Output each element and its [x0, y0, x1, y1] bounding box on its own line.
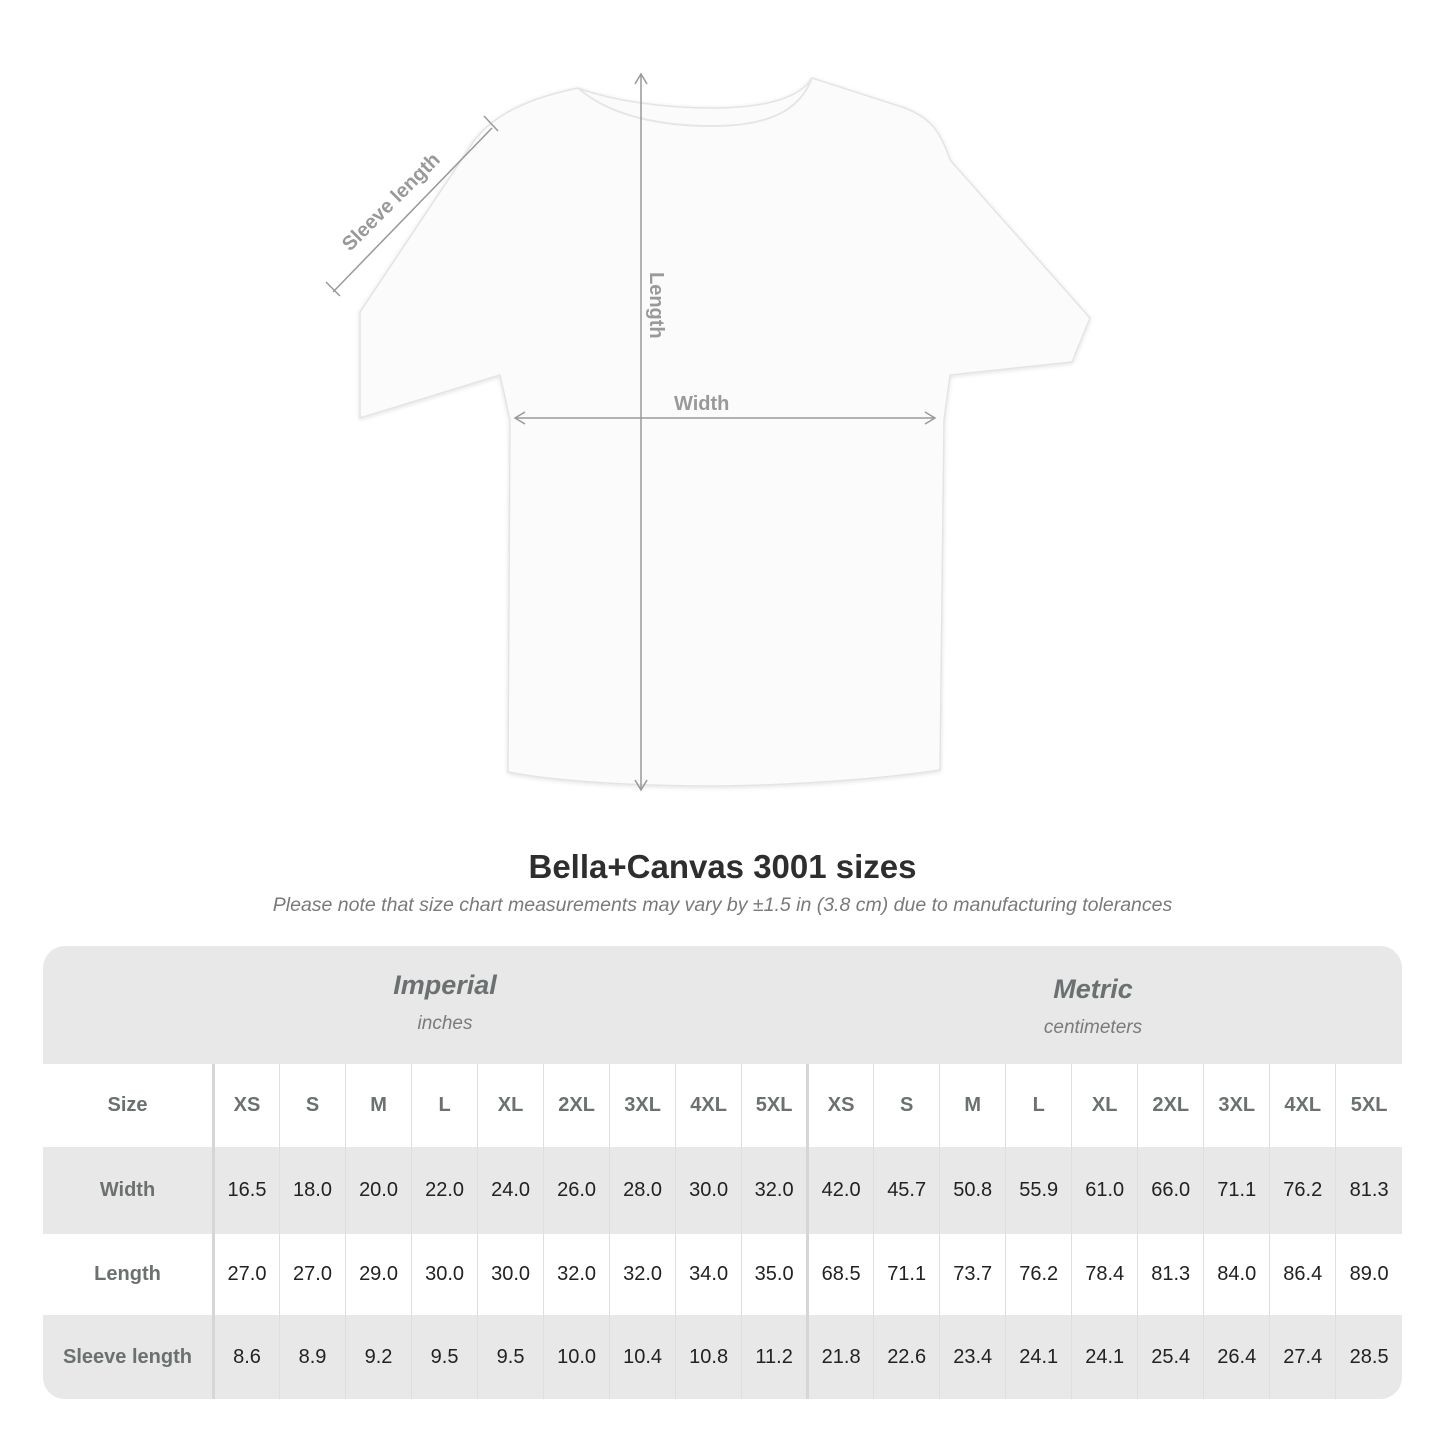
metric-cell: 81.3: [1335, 1147, 1402, 1234]
metric-size-header: 2XL: [1137, 1064, 1204, 1147]
metric-size-header: S: [873, 1064, 940, 1147]
table-row: Length 27.0 27.0 29.0 30.0 30.0 32.0 32.0 34.0 35…: [43, 1234, 1402, 1315]
imperial-cell: 20.0: [345, 1147, 412, 1234]
metric-cell: 73.7: [939, 1234, 1006, 1315]
imperial-cell: 11.2: [741, 1315, 808, 1399]
imperial-cell: 22.0: [411, 1147, 478, 1234]
metric-unit: centimeters: [1043, 1017, 1143, 1038]
metric-cell: 42.0: [806, 1147, 874, 1234]
page-title: Bella+Canvas 3001 sizes: [528, 848, 917, 885]
metric-cell: 24.1: [1005, 1315, 1072, 1399]
metric-cell: 25.4: [1137, 1315, 1204, 1399]
sleeve-length-line: [332, 127, 493, 293]
metric-cell: 84.0: [1203, 1234, 1270, 1315]
metric-cell: 76.2: [1005, 1234, 1072, 1315]
imperial-cell: 18.0: [279, 1147, 346, 1234]
imperial-cell: 10.0: [543, 1315, 610, 1399]
imperial-title: Imperial: [393, 970, 497, 1000]
metric-cell: 81.3: [1137, 1234, 1204, 1315]
metric-cell: 86.4: [1269, 1234, 1336, 1315]
imperial-header: Imperial inches: [215, 970, 675, 1088]
imperial-unit: inches: [417, 1013, 473, 1034]
imperial-cell: 30.0: [675, 1147, 742, 1234]
metric-cell: 78.4: [1071, 1234, 1138, 1315]
row-label: Length: [43, 1234, 215, 1315]
tolerance-note: Please note that size chart measurements…: [272, 894, 1173, 916]
imperial-cell: 32.0: [609, 1234, 676, 1315]
imperial-cell: 30.0: [411, 1234, 478, 1315]
imperial-cell: 9.2: [345, 1315, 412, 1399]
table-row: Width 16.5 18.0 20.0 22.0 24.0 26.0 28.0 30.0 32.…: [43, 1147, 1402, 1234]
tshirt-shape: [359, 77, 1091, 787]
metric-cell: 24.1: [1071, 1315, 1138, 1399]
size-chart: Imperial inches Metric centimeters Size X…: [43, 946, 1402, 1399]
imperial-cell: 10.4: [609, 1315, 676, 1399]
imperial-cell: 27.0: [279, 1234, 346, 1315]
metric-size-header: 4XL: [1269, 1064, 1336, 1147]
metric-cell: 45.7: [873, 1147, 940, 1234]
imperial-cell: 16.5: [212, 1147, 280, 1234]
imperial-size-header: S: [279, 1064, 346, 1147]
metric-size-header: L: [1005, 1064, 1072, 1147]
row-label: Sleeve length: [43, 1315, 215, 1399]
width-label: Width: [674, 393, 729, 415]
imperial-cell: 34.0: [675, 1234, 742, 1315]
metric-cell: 21.8: [806, 1315, 874, 1399]
imperial-cell: 26.0: [543, 1147, 610, 1234]
metric-size-header: XL: [1071, 1064, 1138, 1147]
imperial-cell: 30.0: [477, 1234, 544, 1315]
imperial-cell: 9.5: [477, 1315, 544, 1399]
imperial-size-header: M: [345, 1064, 412, 1147]
imperial-size-header: 2XL: [543, 1064, 610, 1147]
metric-header: Metric centimeters: [863, 974, 1323, 1092]
table-header-row: Size XS S M L XL 2XL 3XL 4XL 5XL XS S M L XL 2XL 3XL 4XL 5…: [43, 1064, 1402, 1147]
metric-cell: 71.1: [873, 1234, 940, 1315]
metric-cell: 50.8: [939, 1147, 1006, 1234]
metric-cell: 55.9: [1005, 1147, 1072, 1234]
tshirt-diagram: Sleeve length Length Width: [325, 72, 1091, 792]
imperial-size-header: 3XL: [609, 1064, 676, 1147]
imperial-cell: 28.0: [609, 1147, 676, 1234]
imperial-size-header: XL: [477, 1064, 544, 1147]
measurement-lines: [325, 72, 937, 792]
row-label: Width: [43, 1147, 215, 1234]
metric-cell: 71.1: [1203, 1147, 1270, 1234]
metric-cell: 26.4: [1203, 1315, 1270, 1399]
table-row: Sleeve length 8.6 8.9 9.2 9.5 9.5 10.0 10.4 10.8…: [43, 1315, 1402, 1399]
size-header-label: Size: [43, 1064, 215, 1147]
metric-size-header: 5XL: [1335, 1064, 1402, 1147]
imperial-cell: 8.6: [212, 1315, 280, 1399]
metric-size-header: XS: [806, 1064, 874, 1147]
metric-cell: 76.2: [1269, 1147, 1336, 1234]
length-label: Length: [645, 272, 667, 339]
metric-size-header: M: [939, 1064, 1006, 1147]
metric-cell: 23.4: [939, 1315, 1006, 1399]
imperial-cell: 32.0: [543, 1234, 610, 1315]
metric-cell: 89.0: [1335, 1234, 1402, 1315]
metric-size-header: 3XL: [1203, 1064, 1270, 1147]
imperial-cell: 10.8: [675, 1315, 742, 1399]
imperial-cell: 32.0: [741, 1147, 808, 1234]
metric-cell: 66.0: [1137, 1147, 1204, 1234]
metric-cell: 22.6: [873, 1315, 940, 1399]
metric-cell: 61.0: [1071, 1147, 1138, 1234]
imperial-cell: 29.0: [345, 1234, 412, 1315]
metric-cell: 27.4: [1269, 1315, 1336, 1399]
metric-cell: 28.5: [1335, 1315, 1402, 1399]
imperial-size-header: XS: [212, 1064, 280, 1147]
imperial-cell: 8.9: [279, 1315, 346, 1399]
imperial-cell: 35.0: [741, 1234, 808, 1315]
metric-title: Metric: [1053, 974, 1133, 1004]
imperial-cell: 24.0: [477, 1147, 544, 1234]
size-table: Size XS S M L XL 2XL 3XL 4XL 5XL XS S M L XL 2XL 3XL 4XL 5…: [43, 1064, 1402, 1399]
metric-cell: 68.5: [806, 1234, 874, 1315]
imperial-size-header: L: [411, 1064, 478, 1147]
imperial-size-header: 4XL: [675, 1064, 742, 1147]
imperial-cell: 27.0: [212, 1234, 280, 1315]
imperial-cell: 9.5: [411, 1315, 478, 1399]
imperial-size-header: 5XL: [741, 1064, 808, 1147]
